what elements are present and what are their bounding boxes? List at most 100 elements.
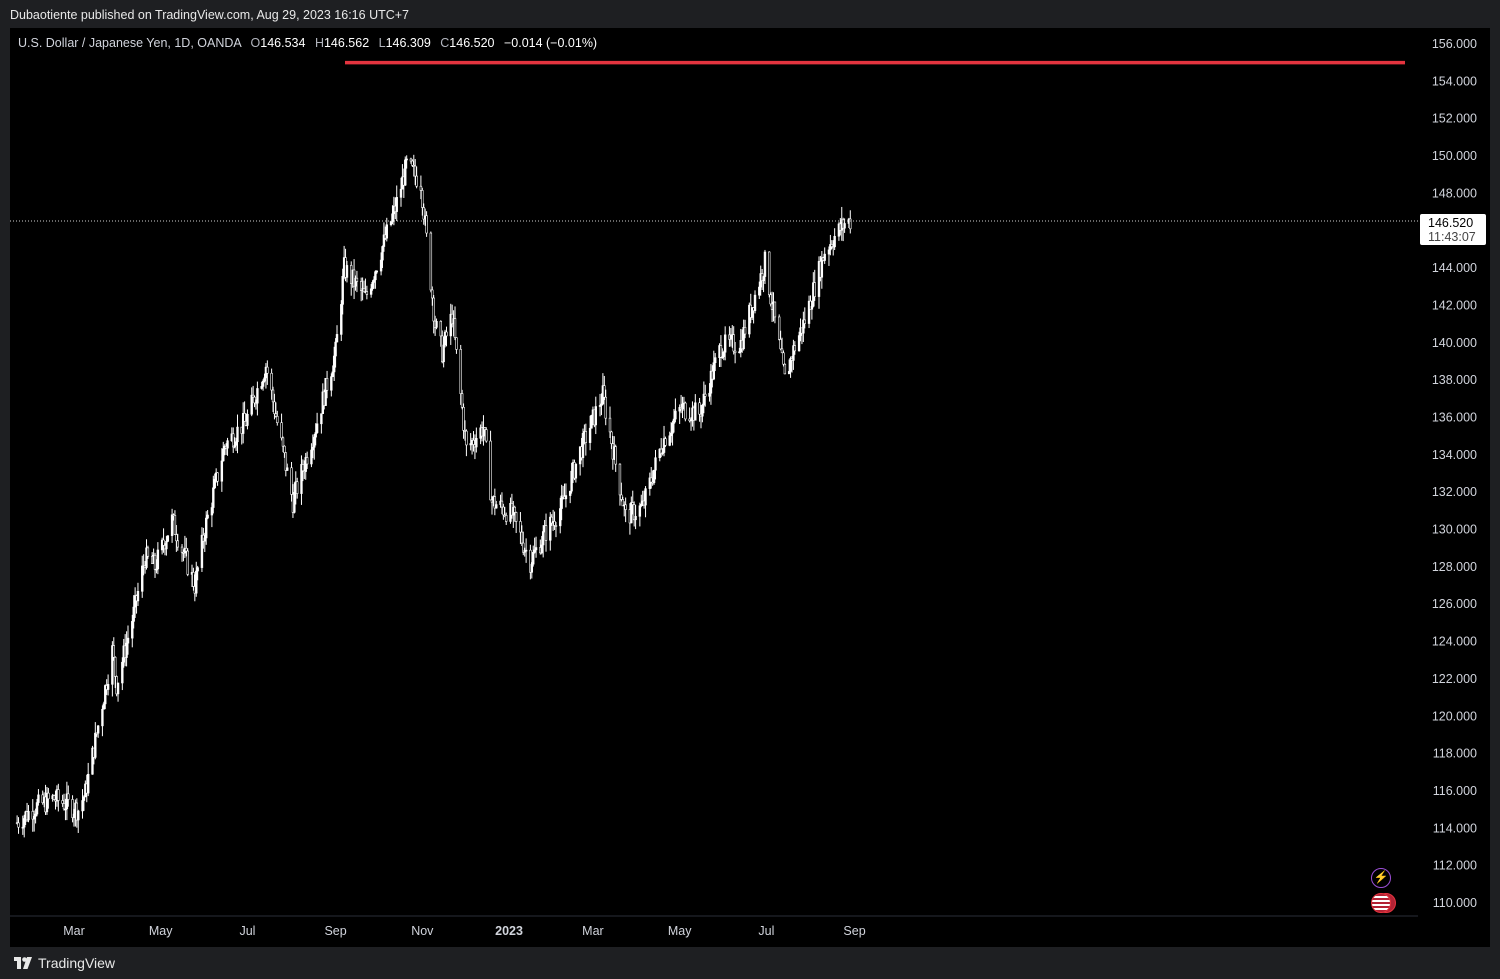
- price-tick-label: 126.000: [1432, 597, 1477, 611]
- time-tick-label: Jul: [239, 924, 255, 938]
- us-flag-event-icon[interactable]: [1371, 893, 1391, 913]
- candle-body: [192, 572, 195, 587]
- candle-body: [493, 496, 497, 509]
- candle-body: [47, 792, 50, 800]
- candle-body: [354, 277, 357, 287]
- candle-body: [82, 796, 86, 801]
- candle-body: [301, 464, 305, 472]
- time-tick-label: May: [149, 924, 173, 938]
- candle-body: [432, 297, 435, 322]
- candle-body: [684, 402, 687, 420]
- candle-body: [502, 506, 505, 516]
- candle-body: [514, 512, 518, 522]
- candle-body: [61, 800, 64, 804]
- candle-body: [534, 547, 538, 551]
- candle-body: [598, 405, 602, 407]
- candle-body: [314, 432, 317, 438]
- low-value: 146.309: [385, 36, 431, 50]
- candle-body: [153, 554, 157, 570]
- last-price-label: 146.520 11:43:07: [1420, 214, 1486, 245]
- candle-body: [253, 396, 256, 404]
- candle-body: [723, 334, 727, 353]
- candle-body: [331, 371, 334, 377]
- candle-body: [365, 291, 369, 295]
- candle-body: [849, 218, 852, 230]
- candle-body: [313, 436, 316, 448]
- candle-body: [777, 316, 781, 340]
- candle-body: [422, 207, 425, 220]
- candle-body: [792, 345, 795, 361]
- candle-body: [185, 547, 188, 552]
- candle-body: [411, 160, 414, 166]
- candle-body: [522, 542, 525, 553]
- candle-body: [414, 165, 417, 177]
- candlestick-chart[interactable]: 156.000154.000152.000150.000148.000146.0…: [10, 28, 1490, 947]
- candle-body: [533, 549, 536, 553]
- candle-body: [324, 377, 327, 406]
- bar-countdown: 11:43:07: [1428, 230, 1476, 244]
- candle-body: [733, 350, 737, 353]
- brand-name[interactable]: TradingView: [38, 955, 116, 971]
- candle-body: [425, 215, 428, 234]
- candle-body: [17, 822, 20, 828]
- candle-body: [783, 363, 787, 375]
- candle-body: [530, 563, 534, 573]
- candle-body: [112, 645, 115, 658]
- candle-body: [743, 327, 747, 335]
- candle-body: [335, 334, 339, 343]
- candle-body: [810, 305, 814, 310]
- candle-body: [300, 464, 303, 494]
- candle-body: [773, 301, 777, 318]
- lightning-event-icon[interactable]: ⚡: [1371, 868, 1391, 888]
- candle-body: [820, 257, 824, 278]
- candle-body: [94, 732, 97, 758]
- candle-body: [241, 413, 245, 434]
- price-tick-label: 136.000: [1432, 410, 1477, 424]
- candle-body: [133, 595, 137, 608]
- candle-body: [489, 440, 492, 501]
- candle-body: [64, 808, 67, 811]
- candle-body: [81, 800, 84, 812]
- candle-body: [57, 789, 60, 801]
- candle-body: [574, 463, 578, 479]
- candle-body: [305, 457, 309, 465]
- candle-body: [381, 246, 384, 261]
- candle-body: [762, 276, 765, 281]
- candle-body: [823, 253, 826, 261]
- candle-body: [729, 334, 733, 340]
- candle-body: [315, 423, 319, 433]
- candle-body: [708, 392, 711, 397]
- candle-body: [782, 352, 785, 365]
- candle-body: [590, 414, 593, 429]
- candle-body: [500, 500, 504, 508]
- candle-body: [813, 282, 816, 297]
- candle-body: [817, 261, 821, 297]
- candle-body: [385, 224, 388, 239]
- candle-body: [672, 418, 676, 424]
- candle-body: [102, 703, 106, 710]
- price-tick-label: 134.000: [1432, 448, 1477, 462]
- chart-pane[interactable]: 156.000154.000152.000150.000148.000146.0…: [10, 28, 1490, 947]
- candle-body: [584, 431, 588, 443]
- candle-body: [445, 331, 448, 337]
- candle-body: [459, 349, 462, 394]
- price-tick-label: 140.000: [1432, 336, 1477, 350]
- candle-body: [280, 422, 283, 439]
- candle-body: [659, 448, 663, 454]
- candle-body: [126, 637, 130, 644]
- candle-body: [750, 307, 754, 318]
- high-label: H: [314, 36, 324, 50]
- close-value: 146.520: [449, 36, 495, 50]
- candle-body: [505, 515, 508, 522]
- candle-body: [465, 430, 468, 446]
- candle-body: [753, 294, 757, 311]
- candle-body: [125, 642, 128, 658]
- candle-body: [325, 377, 329, 391]
- symbol-title[interactable]: U.S. Dollar / Japanese Yen, 1D, OANDA: [18, 36, 242, 50]
- tradingview-logo-icon[interactable]: [14, 957, 32, 969]
- candle-body: [379, 259, 383, 272]
- candle-body: [652, 469, 656, 483]
- candle-body: [355, 277, 359, 282]
- candle-body: [95, 732, 98, 735]
- change-value: −0.014 (−0.01%): [503, 36, 598, 50]
